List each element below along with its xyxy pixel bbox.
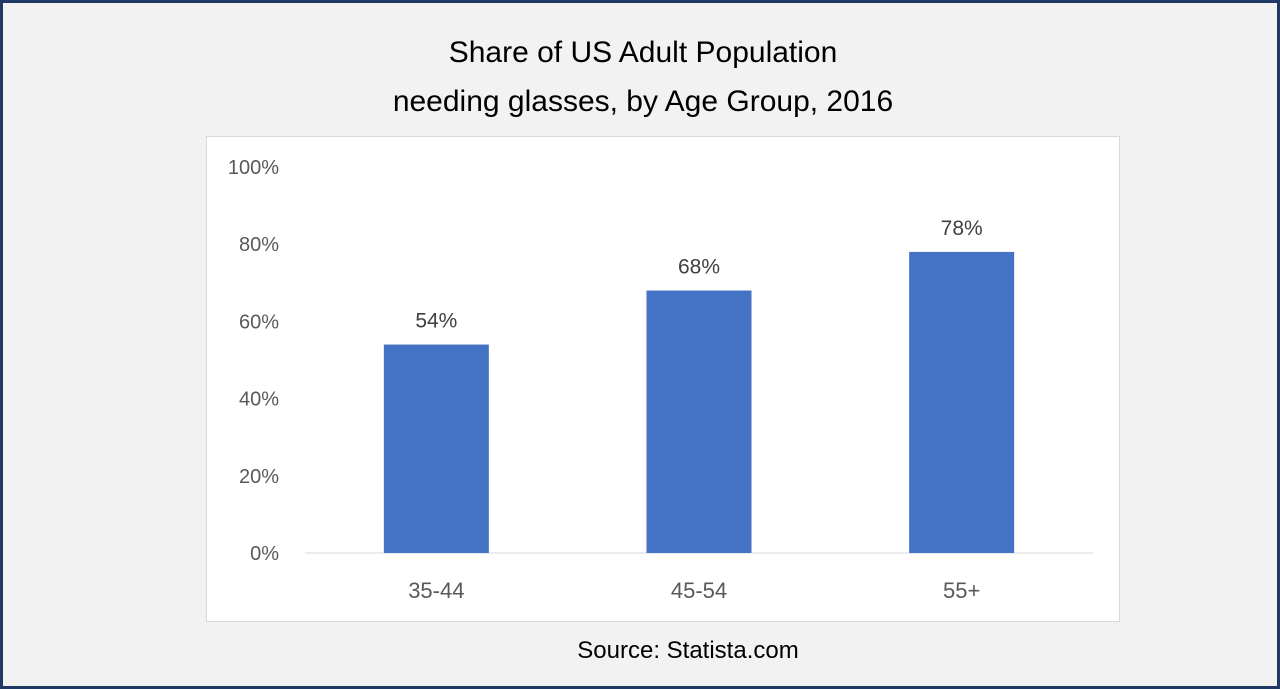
y-tick-label: 80%	[239, 234, 279, 256]
y-tick-label: 100%	[228, 157, 279, 179]
y-tick-label: 20%	[239, 466, 279, 488]
plot-area: 0% 20% 40% 60% 80% 100% 54% 35-44 68% 45-54 78% 55+	[206, 136, 1120, 622]
bar-35-44	[383, 344, 489, 553]
y-tick-label: 0%	[250, 543, 279, 565]
x-tick-label: 35-44	[408, 578, 464, 603]
chart-title-line-2: needing glasses, by Age Group, 2016	[392, 85, 894, 118]
y-tick-label: 40%	[239, 389, 279, 411]
bar-chart: 0% 20% 40% 60% 80% 100% 54% 35-44 68% 45-54 78% 55+	[228, 157, 1093, 603]
bar-55+	[909, 251, 1015, 554]
data-label: 54%	[415, 310, 457, 333]
x-tick-label: 55+	[943, 578, 980, 603]
x-tick-label: 45-54	[671, 578, 727, 603]
y-tick-label: 60%	[239, 311, 279, 333]
data-label: 78%	[941, 217, 983, 240]
data-label: 68%	[678, 256, 720, 279]
bar-45-54	[646, 290, 752, 553]
chart-title-line-1: Share of US Adult Population	[448, 36, 838, 69]
source-note: Source: Statista.com	[577, 637, 799, 664]
